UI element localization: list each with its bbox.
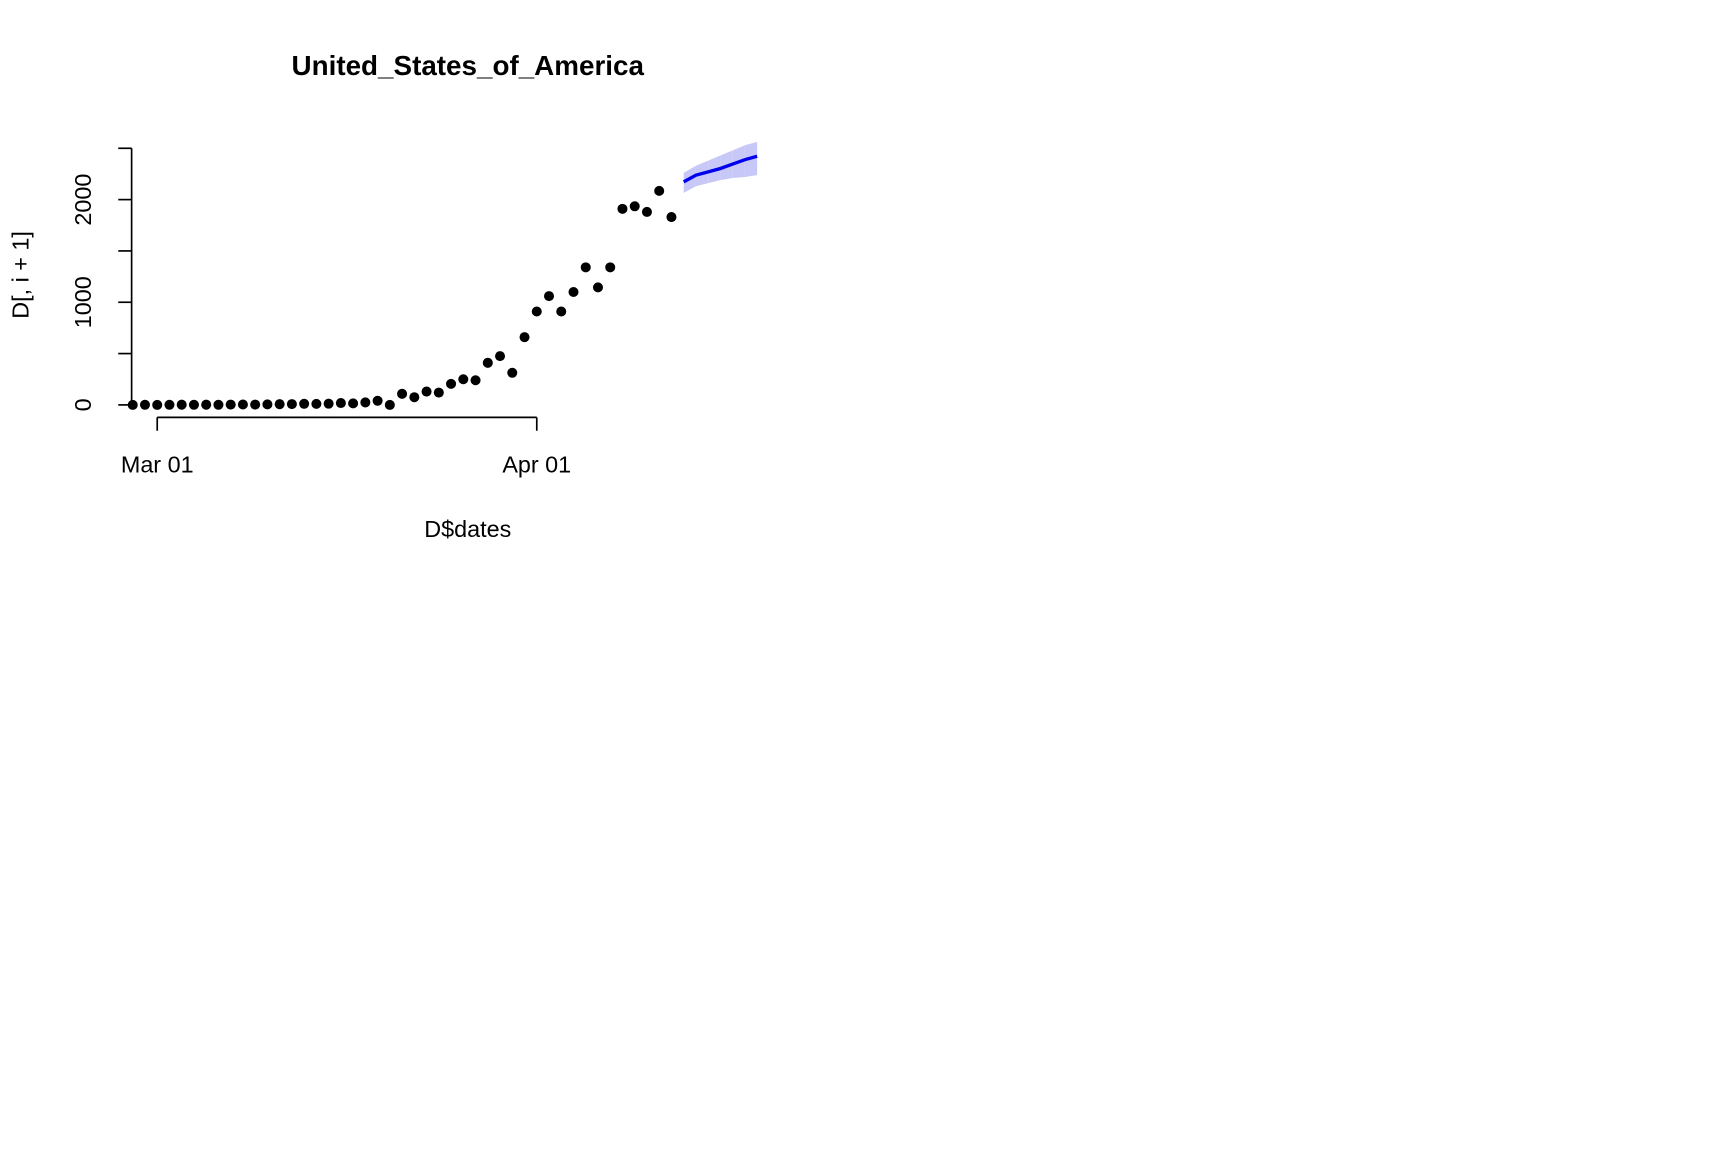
data-point bbox=[213, 399, 224, 410]
y-tick-label: 0 bbox=[70, 398, 96, 411]
data-point bbox=[556, 306, 567, 317]
data-point bbox=[176, 399, 187, 410]
forecast-line bbox=[682, 154, 758, 184]
y-axis-label: D[, i + 1] bbox=[8, 231, 34, 319]
data-point bbox=[274, 399, 285, 410]
data-point bbox=[629, 201, 640, 212]
data-point bbox=[139, 399, 150, 410]
data-point bbox=[299, 398, 310, 409]
data-point bbox=[311, 398, 322, 409]
data-point bbox=[323, 398, 334, 409]
data-point bbox=[409, 392, 420, 403]
chart-title: United_States_of_America bbox=[292, 50, 645, 81]
data-point bbox=[470, 375, 481, 386]
data-point bbox=[397, 388, 408, 399]
data-point bbox=[372, 395, 383, 406]
data-point bbox=[225, 399, 236, 410]
data-point bbox=[519, 332, 530, 343]
data-point bbox=[164, 399, 175, 410]
y-tick-label: 2000 bbox=[70, 174, 96, 226]
data-point bbox=[617, 203, 628, 214]
data-point bbox=[592, 282, 603, 293]
data-point bbox=[421, 386, 432, 397]
data-point bbox=[360, 397, 371, 408]
data-point bbox=[384, 399, 395, 410]
data-point bbox=[482, 357, 493, 368]
x-tick-label: Apr 01 bbox=[502, 452, 571, 478]
data-point bbox=[605, 262, 616, 273]
data-point bbox=[201, 399, 212, 410]
data-point bbox=[507, 367, 518, 378]
data-point bbox=[250, 399, 261, 410]
data-point bbox=[262, 399, 273, 410]
x-axis-label: D$dates bbox=[424, 516, 511, 542]
data-point bbox=[458, 374, 469, 385]
data-point bbox=[348, 398, 359, 409]
y-tick-label: 1000 bbox=[70, 276, 96, 328]
data-point bbox=[495, 351, 506, 362]
data-point bbox=[641, 206, 652, 217]
data-point bbox=[568, 286, 579, 297]
data-point bbox=[433, 387, 444, 398]
data-point bbox=[446, 378, 457, 389]
data-point bbox=[531, 306, 542, 317]
data-point bbox=[188, 399, 199, 410]
data-point bbox=[127, 399, 138, 410]
x-tick-label: Mar 01 bbox=[121, 452, 194, 478]
data-point bbox=[286, 399, 297, 410]
data-point bbox=[654, 185, 665, 196]
data-point bbox=[580, 262, 591, 273]
data-point bbox=[544, 291, 555, 302]
data-point bbox=[666, 212, 677, 223]
data-point bbox=[237, 399, 248, 410]
data-point bbox=[335, 398, 346, 409]
data-point bbox=[152, 399, 163, 410]
